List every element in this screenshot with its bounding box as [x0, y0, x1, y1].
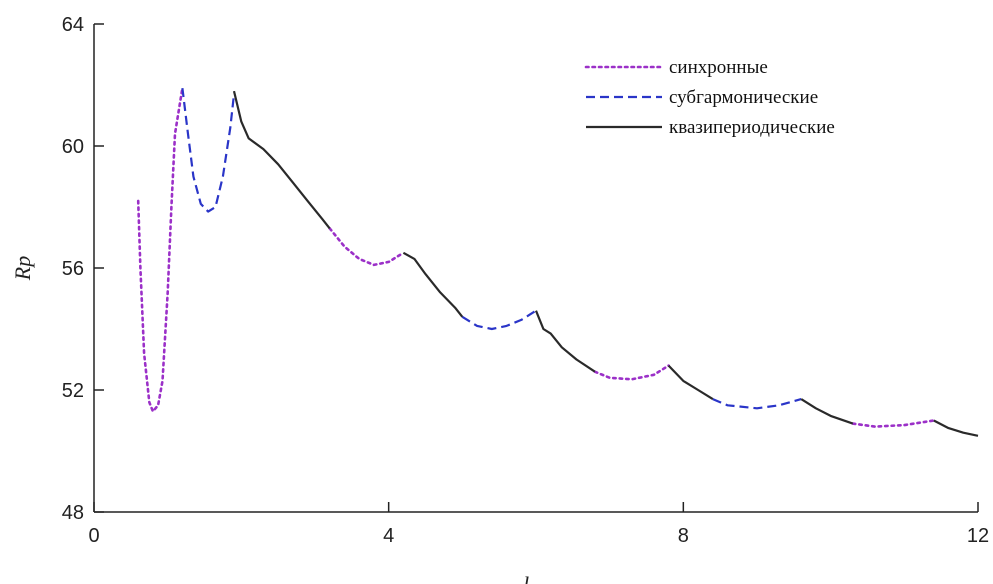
x-axis-title: l	[523, 572, 529, 584]
series-line-quasiperiodic	[933, 419, 979, 437]
series-line-quasiperiodic	[232, 90, 331, 230]
series-line-quasiperiodic	[667, 364, 714, 401]
series-line-quasiperiodic	[534, 310, 596, 373]
y-tick-label: 48	[62, 502, 84, 524]
legend: синхронные субгармонические квазипериоди…	[584, 57, 835, 138]
y-tick-label: 60	[62, 136, 84, 158]
series-line-synchronous	[593, 364, 670, 381]
series-line-quasiperiodic	[402, 251, 464, 318]
series-line-quasiperiodic	[800, 398, 854, 425]
x-tick-label: 4	[383, 525, 394, 547]
x-tick-label: 8	[678, 525, 689, 547]
plot-area	[136, 86, 979, 437]
series-line-subharmonic	[181, 87, 236, 213]
legend-label-synchronous: синхронные	[669, 57, 768, 78]
series-line-synchronous	[328, 227, 405, 267]
legend-label-quasiperiodic: квазипериодические	[669, 117, 835, 138]
y-axis-title: Rp	[10, 256, 35, 281]
axes	[93, 24, 978, 513]
y-tick-label: 52	[62, 380, 84, 402]
series-line-subharmonic	[712, 398, 802, 410]
x-tick-label: 0	[88, 525, 99, 547]
legend-label-subharmonic: субгармонические	[669, 87, 818, 108]
y-tick-label: 56	[62, 258, 84, 280]
x-tick-label: 12	[967, 525, 989, 547]
series-line-subharmonic	[461, 309, 537, 331]
y-tick-label: 64	[62, 14, 84, 36]
series-line-synchronous	[851, 419, 936, 428]
series-line-synchronous	[136, 86, 184, 413]
